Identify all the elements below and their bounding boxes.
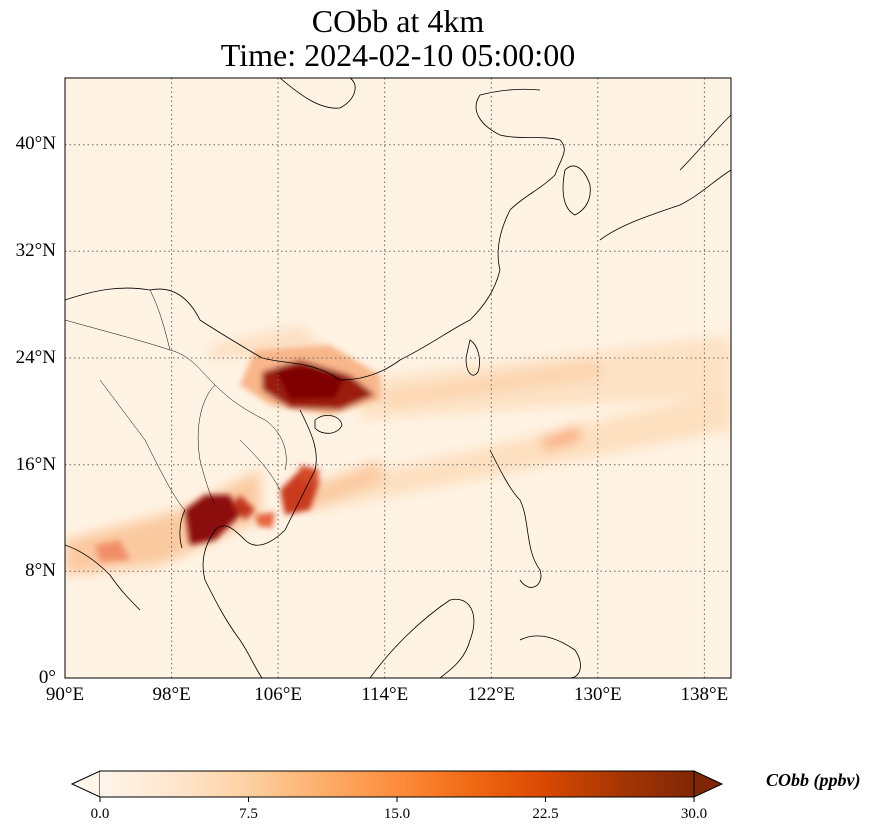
- border-1: [65, 319, 216, 386]
- lon-label-122e: 122°E: [467, 684, 516, 705]
- title-line-time: Time: 2024-02-10 05:00:00: [220, 37, 576, 73]
- lat-label-24n: 24°N: [15, 347, 56, 368]
- mongolia-border: [279, 78, 356, 109]
- south-china-hotspot: [240, 345, 380, 415]
- border-5: [149, 289, 171, 351]
- colorbar-tick-30: 30.0: [680, 806, 708, 822]
- korea-peninsula: [562, 165, 591, 216]
- title-line-variable: CObb at 4km: [311, 3, 485, 39]
- sulawesi: [519, 635, 581, 678]
- outflow-streak: [380, 360, 600, 405]
- lon-label-90e: 90°E: [45, 684, 85, 705]
- japan-south: [599, 169, 731, 241]
- border-4: [239, 439, 281, 491]
- colorbar-label: CObb (ppbv): [766, 770, 861, 790]
- gridlines: [65, 78, 731, 678]
- vietnam-coast: [244, 409, 317, 546]
- colorbar-extend-min: [70, 770, 101, 798]
- lat-label-8n: 8°N: [25, 560, 56, 581]
- outflow-band-south: [300, 390, 731, 510]
- lat-label-16n: 16°N: [15, 454, 56, 475]
- colorbar: [70, 770, 724, 802]
- hainan: [314, 415, 343, 434]
- southeast-plume: [300, 460, 385, 510]
- lon-label-130e: 130°E: [573, 684, 622, 705]
- thailand-hotspot: [185, 495, 240, 545]
- border-6: [99, 379, 186, 511]
- colorbar-tick-7-5: 7.5: [239, 806, 258, 822]
- lon-label-138e: 138°E: [680, 684, 729, 705]
- map-frame: [64, 77, 732, 679]
- border-2: [214, 384, 287, 471]
- concentration-field: [65, 78, 731, 678]
- country-borders: [65, 289, 287, 511]
- japan-north: [679, 114, 731, 171]
- colorbar-tick-22-5: 22.5: [532, 806, 559, 822]
- china-coast: [65, 88, 565, 381]
- taiwan: [465, 339, 480, 376]
- colorbar-tick-15: 15.0: [383, 806, 411, 822]
- myanmar-coast: [65, 544, 141, 611]
- hotspot-peak: [275, 365, 345, 400]
- lon-label-106e: 106°E: [254, 684, 302, 705]
- thailand-east-spot: [232, 495, 255, 520]
- map-title: CObb at 4km Time: 2024-02-10 05:00:00: [65, 4, 731, 72]
- malay-peninsula: [202, 525, 263, 678]
- border-3: [197, 384, 216, 506]
- myanmar-coast-spot: [95, 540, 130, 562]
- colorbar-tick-0: 0.0: [90, 806, 110, 822]
- coastlines: [65, 78, 731, 678]
- colorbar-extend-max: [693, 770, 724, 798]
- lon-label-98e: 98°E: [152, 684, 191, 705]
- lat-label-40n: 40°N: [15, 133, 56, 154]
- cambodia-spot: [255, 512, 275, 528]
- philippines: [489, 449, 542, 588]
- borneo: [369, 598, 475, 678]
- lon-label-114e: 114°E: [361, 684, 409, 705]
- colorbar-gradient: [100, 771, 694, 797]
- east-streak: [540, 425, 580, 450]
- gulf-of-thailand: [179, 509, 186, 549]
- lat-label-0: 0°: [38, 667, 56, 688]
- lat-label-32n: 32°N: [15, 240, 56, 261]
